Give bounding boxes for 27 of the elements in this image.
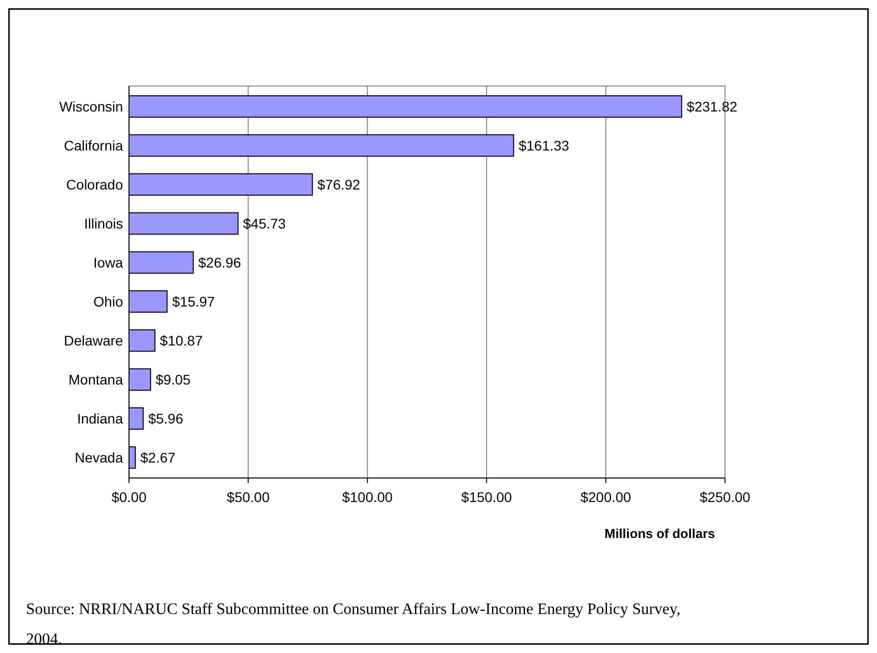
y-tick-label: Wisconsin: [59, 98, 123, 114]
y-tick-label: Indiana: [77, 410, 124, 426]
y-tick-label: Delaware: [64, 332, 124, 348]
x-tick-label: $250.00: [700, 489, 751, 505]
y-tick-label: Colorado: [66, 176, 124, 192]
x-tick-label: $50.00: [226, 489, 270, 505]
data-label: $231.82: [686, 98, 738, 114]
data-label: $26.96: [198, 254, 242, 270]
y-tick-label: Iowa: [93, 254, 124, 270]
data-label: $15.97: [172, 293, 216, 310]
data-label: $76.92: [317, 176, 360, 192]
x-tick-label: $0.00: [111, 489, 147, 505]
y-tick-label: Nevada: [74, 449, 124, 466]
y-tick-label: Illinois: [84, 215, 123, 232]
data-label: $10.87: [160, 332, 203, 348]
x-tick-label: $200.00: [580, 489, 632, 505]
x-tick-label: $150.00: [461, 489, 512, 505]
data-label: $45.73: [243, 215, 286, 232]
data-label: $5.96: [148, 410, 184, 426]
data-label: $9.05: [156, 371, 191, 388]
data-label: $161.33: [518, 137, 570, 154]
data-label: $2.67: [140, 449, 176, 466]
y-tick-label: Montana: [68, 371, 124, 388]
y-tick-label: Ohio: [93, 293, 124, 310]
x-tick-label: $100.00: [342, 489, 393, 505]
x-axis-title: Millions of dollars: [604, 526, 715, 541]
y-tick-label: California: [64, 137, 124, 154]
